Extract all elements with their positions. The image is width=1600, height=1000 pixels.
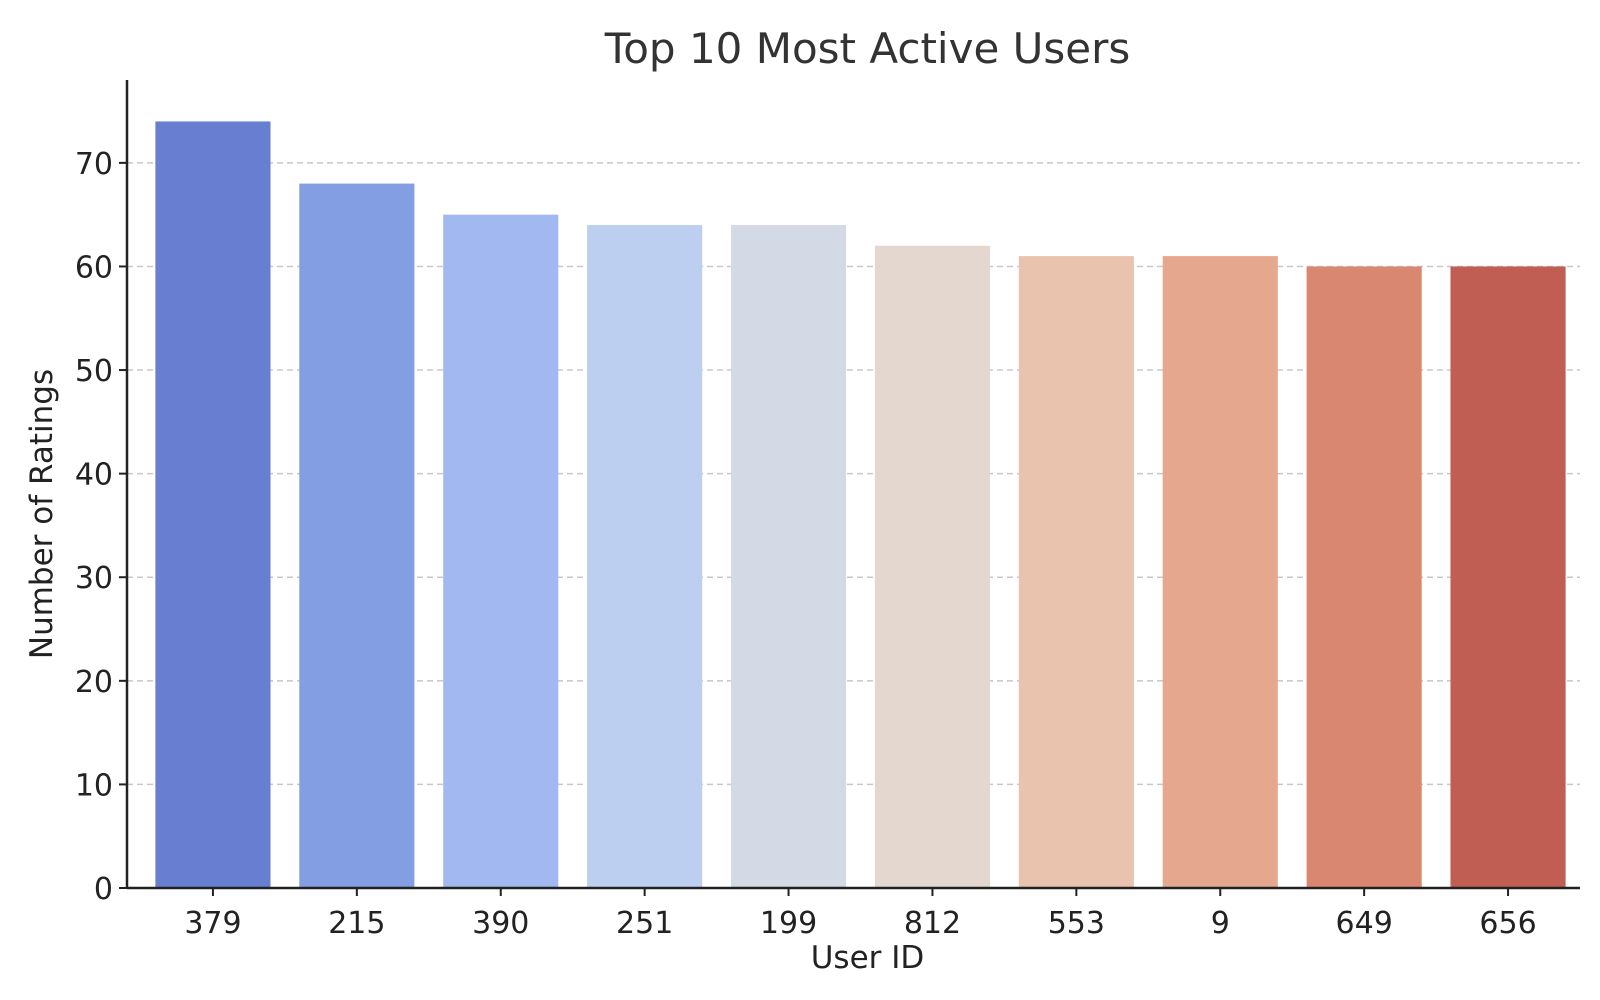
y-tick-label-20: 20	[75, 665, 113, 700]
bars	[155, 121, 1566, 889]
y-axis-label: Number of Ratings	[24, 369, 60, 659]
x-tick-label-656: 656	[1479, 906, 1536, 941]
x-tick-label-812: 812	[904, 906, 961, 941]
x-tick-label-379: 379	[184, 906, 241, 941]
y-tick-label-70: 70	[75, 147, 113, 182]
y-tick-label-10: 10	[75, 768, 113, 803]
bar-656	[1450, 266, 1566, 888]
chart-title: Top 10 Most Active Users	[604, 24, 1131, 73]
x-tick-label-390: 390	[472, 906, 529, 941]
y-tick-label-60: 60	[75, 250, 113, 285]
axes	[125, 80, 1580, 890]
bar-390	[443, 214, 559, 888]
x-tick-label-215: 215	[328, 906, 385, 941]
x-tick-label-199: 199	[760, 906, 817, 941]
x-tick-label-553: 553	[1048, 906, 1105, 941]
x-axis-label: User ID	[811, 940, 925, 976]
bar-553	[1018, 256, 1134, 889]
bar-812	[874, 245, 991, 888]
x-tick-label-251: 251	[616, 906, 673, 941]
y-tick-label-50: 50	[75, 354, 113, 389]
y-tick-label-0: 0	[94, 872, 113, 907]
x-axis-ticks: 379 215 390 251 199 812 553 9 649 656	[184, 888, 1537, 941]
bar-649	[1306, 266, 1422, 888]
bar-251	[587, 225, 703, 888]
bar-199	[730, 225, 847, 888]
x-tick-label-649: 649	[1336, 906, 1393, 941]
bar-379	[155, 121, 271, 888]
y-tick-label-40: 40	[75, 458, 113, 493]
bar-9	[1162, 256, 1278, 889]
x-tick-label-9: 9	[1211, 906, 1230, 941]
bar-215	[299, 183, 415, 889]
y-axis-ticks: 0 10 20 30 40 50 60 70	[75, 147, 127, 907]
y-tick-label-30: 30	[75, 561, 113, 596]
